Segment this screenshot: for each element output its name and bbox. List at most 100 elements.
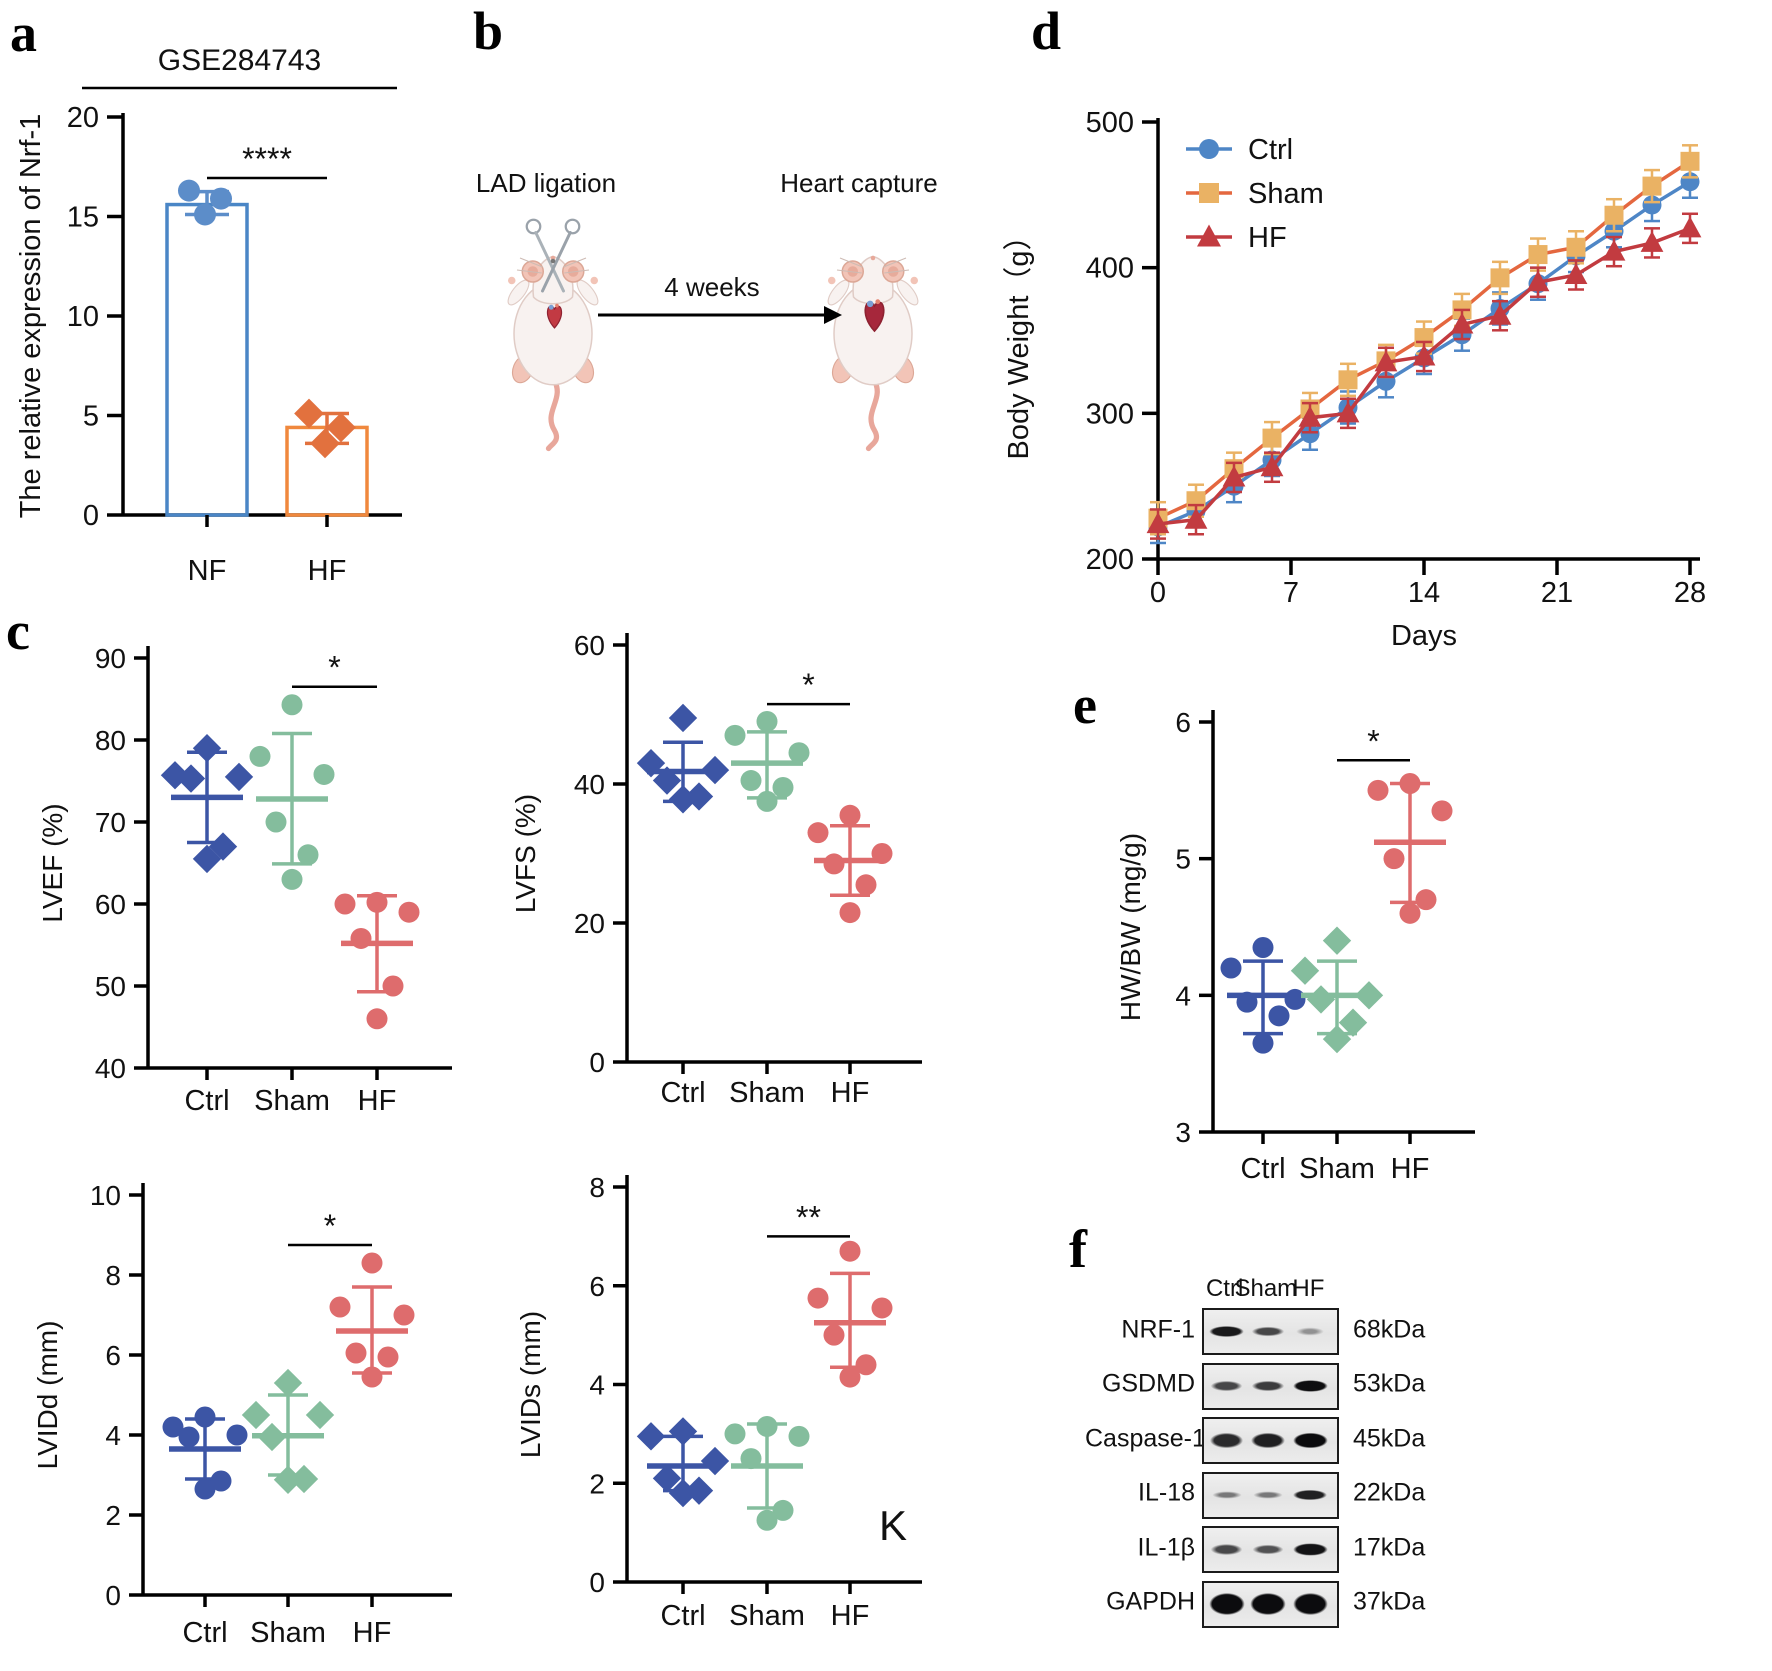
hwbw-dot-plot: 3 4 5 6 HW/BW (mg/g) Ctrl Sham HF * xyxy=(1115,707,1475,1185)
data-point-marker xyxy=(684,1476,714,1505)
lad-ligation-schematic: LAD ligation Heart capture 4 weeks xyxy=(476,168,938,452)
data-point-marker xyxy=(700,1446,730,1476)
data-point-marker xyxy=(636,1422,666,1451)
data-point-marker xyxy=(788,1425,810,1447)
chart-element xyxy=(555,303,559,308)
data-point-marker xyxy=(350,927,372,949)
data-point-marker xyxy=(361,1366,383,1388)
data-point-marker xyxy=(210,1470,232,1492)
y-axis-title: HW/BW (mg/g) xyxy=(1115,833,1146,1021)
data-point-marker xyxy=(1197,224,1221,247)
data-point-marker xyxy=(1640,231,1664,252)
data-point-marker xyxy=(289,1464,319,1494)
wb-kda-label: 68kDa xyxy=(1353,1315,1426,1343)
data-point-marker xyxy=(1322,1024,1352,1054)
y-tick-label: 0 xyxy=(589,1047,605,1078)
data-point-marker xyxy=(724,1423,746,1445)
chart-element xyxy=(564,218,581,235)
panel-label-f: f xyxy=(1069,1219,1087,1279)
group-label: Sham xyxy=(729,1077,805,1109)
y-tick-label: 4 xyxy=(105,1420,121,1451)
data-point-marker xyxy=(1260,455,1284,477)
mouse-lad-ligation xyxy=(507,218,599,452)
data-point-marker xyxy=(1490,268,1510,288)
data-point-marker xyxy=(178,1426,200,1448)
data-point-marker xyxy=(326,412,356,443)
data-point-marker xyxy=(366,891,388,913)
group-label: HF xyxy=(1391,1153,1430,1185)
wb-band xyxy=(1248,1489,1287,1501)
data-point-marker xyxy=(1338,1008,1368,1037)
y-tick-label: 200 xyxy=(1086,544,1134,576)
wb-blot-strip xyxy=(1202,1580,1339,1628)
data-point-marker xyxy=(281,694,303,716)
mouse-whisker xyxy=(884,269,910,274)
x-tick-label: 14 xyxy=(1408,577,1440,609)
y-axis-title: LVIDs (mm) xyxy=(515,1311,546,1458)
y-tick-label: 300 xyxy=(1086,398,1134,430)
data-point-marker xyxy=(194,1478,216,1500)
data-point-marker xyxy=(807,1287,829,1309)
wb-row-il-1β: IL-1β 17kDa xyxy=(1085,1526,1505,1573)
y-tick-label: 2 xyxy=(105,1500,121,1531)
data-point-marker xyxy=(652,1464,682,1493)
data-point-marker xyxy=(305,1400,335,1430)
data-point-marker xyxy=(1412,344,1436,366)
wb-band xyxy=(1207,1489,1246,1501)
data-point-marker xyxy=(1399,902,1421,924)
wb-band xyxy=(1204,1324,1249,1339)
heart-illustration xyxy=(864,299,885,333)
chart-title: GSE284743 xyxy=(158,44,321,77)
data-point-marker xyxy=(1564,263,1588,284)
wb-protein-label: IL-18 xyxy=(1138,1478,1195,1507)
wb-band xyxy=(1246,1378,1289,1394)
data-point-marker xyxy=(1236,991,1258,1013)
wb-band xyxy=(1245,1430,1290,1451)
y-tick-label: 2 xyxy=(589,1468,605,1499)
x-tick-label: 28 xyxy=(1674,577,1706,609)
wb-blot-strip xyxy=(1202,1308,1339,1355)
y-axis-title: LVIDd (mm) xyxy=(32,1321,63,1470)
group-label: Ctrl xyxy=(182,1617,227,1649)
wb-row-il-18: IL-18 22kDa xyxy=(1085,1471,1505,1519)
wb-band xyxy=(1247,1324,1289,1339)
data-point-marker xyxy=(393,1304,415,1326)
chart-element xyxy=(548,304,554,310)
data-point-marker xyxy=(345,1342,367,1364)
significance-label: * xyxy=(802,667,814,703)
legend-label: Ctrl xyxy=(1248,134,1293,166)
data-point-marker xyxy=(871,1297,893,1319)
panel-label-d: d xyxy=(1031,1,1062,61)
wb-band xyxy=(1244,1588,1291,1620)
wb-lane-label: Ctrl xyxy=(1205,1275,1244,1302)
group-label: Ctrl xyxy=(660,1600,705,1632)
data-point-marker xyxy=(823,1324,845,1346)
x-tick-label: 0 xyxy=(1150,577,1166,609)
data-point-marker xyxy=(756,1509,778,1531)
data-point-marker xyxy=(1184,507,1208,529)
data-point-marker xyxy=(1431,800,1453,822)
western-blot-panel: Ctrl Sham HF NRF-1 68kDa GSDMD 53kDa Caspase-1… xyxy=(1085,1245,1505,1645)
wb-kda-label: 22kDa xyxy=(1353,1478,1426,1507)
y-tick-label: 4 xyxy=(1175,980,1191,1011)
chart-element xyxy=(550,258,556,264)
y-tick-label: 5 xyxy=(1175,844,1191,875)
wb-band xyxy=(1287,1541,1333,1558)
data-point-marker xyxy=(1199,139,1219,159)
wb-kda-label: 45kDa xyxy=(1353,1424,1426,1452)
y-tick-label: 6 xyxy=(105,1340,121,1371)
mouse-paw xyxy=(508,276,516,285)
y-tick-label: 60 xyxy=(95,889,126,920)
mouse-whisker xyxy=(564,269,590,274)
panel-label-b: b xyxy=(473,1,504,61)
significance-label: * xyxy=(324,1208,336,1244)
data-point-marker xyxy=(740,770,762,792)
y-tick-label: 400 xyxy=(1086,253,1134,285)
data-point-marker xyxy=(788,742,810,764)
group-label: HF xyxy=(358,1085,397,1117)
data-point-marker xyxy=(855,874,877,896)
wb-kda-label: 17kDa xyxy=(1353,1533,1426,1561)
data-point-marker xyxy=(366,1008,388,1030)
group-label: Sham xyxy=(250,1617,326,1649)
